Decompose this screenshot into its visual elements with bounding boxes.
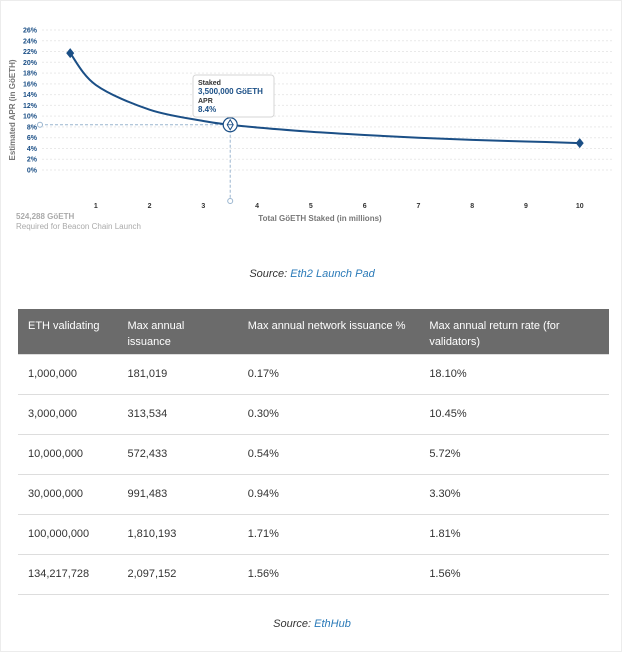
issuance-table: ETH validating Max annual issuance Max a… [18, 309, 609, 595]
table-row: 100,000,000 1,810,193 1.71% 1.81% [18, 514, 609, 555]
apr-curve-line [69, 52, 580, 145]
cell-network-issuance-pct: 0.54% [237, 434, 420, 475]
cell-max-issuance: 991,483 [117, 474, 238, 515]
chart-grid [42, 29, 612, 171]
y-tick-label: 24% [23, 38, 38, 45]
cell-network-issuance-pct: 0.30% [237, 394, 420, 435]
y-axis-title: Estimated APR (in GöETH) [8, 59, 17, 160]
apr-chart: 0% 2% 4% 6% 8% 10% 12% 14% 16% 18% 20% 22% 24% 26% 1 2… [0, 0, 624, 240]
launch-threshold-note: Required for Beacon Chain Launch [16, 222, 141, 231]
cell-network-issuance-pct: 0.94% [237, 474, 420, 515]
table-body: 1,000,000 181,019 0.17% 18.10% 3,000,000… [18, 353, 609, 595]
y-tick-label: 20% [23, 60, 38, 67]
x-tick-label: 10 [576, 203, 584, 210]
cell-network-issuance-pct: 1.56% [237, 554, 420, 595]
y-tick-label: 8% [27, 124, 38, 131]
x-tick-label: 3 [201, 203, 205, 210]
cell-return-rate: 3.30% [419, 474, 609, 515]
table-source-prefix: Source: [273, 618, 315, 630]
table-header-row: ETH validating Max annual issuance Max a… [18, 309, 609, 354]
header-network-issuance-pct: Max annual network issuance % [237, 309, 420, 354]
highlight-marker[interactable] [222, 117, 238, 133]
y-tick-label: 14% [23, 92, 38, 99]
table-header: ETH validating Max annual issuance Max a… [18, 309, 609, 354]
cell-max-issuance: 313,534 [117, 394, 238, 435]
cell-network-issuance-pct: 1.71% [237, 514, 420, 555]
x-tick-label: 9 [524, 203, 528, 210]
table-row: 10,000,000 572,433 0.54% 5.72% [18, 434, 609, 475]
table-source-caption: Source: EthHub [0, 618, 624, 630]
table-row: 1,000,000 181,019 0.17% 18.10% [18, 353, 609, 395]
eth2-launchpad-link[interactable]: Eth2 Launch Pad [290, 268, 375, 280]
header-eth-validating: ETH validating [18, 309, 118, 354]
table-row: 3,000,000 313,534 0.30% 10.45% [18, 394, 609, 435]
x-tick-label: 7 [416, 203, 420, 210]
y-tick-label: 12% [23, 103, 38, 110]
cell-eth-validating: 1,000,000 [18, 353, 118, 395]
x-tick-label: 1 [94, 203, 98, 210]
y-tick-label: 0% [27, 168, 38, 175]
tooltip-staked-label: Staked [198, 80, 221, 87]
y-tick-label: 22% [23, 49, 38, 56]
x-tick-label: 2 [148, 203, 152, 210]
x-guide-dot [227, 198, 234, 204]
y-tick-label: 16% [23, 81, 38, 88]
issuance-table-wrap: ETH validating Max annual issuance Max a… [18, 309, 609, 595]
cell-eth-validating: 3,000,000 [18, 394, 118, 435]
y-tick-labels: 0% 2% 4% 6% 8% 10% 12% 14% 16% 18% 20% 22% 24% 26% [23, 28, 38, 175]
cell-network-issuance-pct: 0.17% [237, 353, 420, 395]
cell-max-issuance: 181,019 [117, 353, 238, 395]
x-axis-title: Total GöETH Staked (in millions) [258, 214, 382, 223]
cell-return-rate: 18.10% [419, 353, 609, 395]
header-return-rate: Max annual return rate (for validators) [419, 309, 609, 354]
table-row: 134,217,728 2,097,152 1.56% 1.56% [18, 554, 609, 595]
highlight-guides [37, 119, 234, 204]
tooltip-box [192, 74, 275, 118]
curve-end-point [575, 138, 584, 149]
cell-return-rate: 5.72% [419, 434, 609, 475]
cell-max-issuance: 1,810,193 [117, 514, 238, 555]
cell-max-issuance: 2,097,152 [117, 554, 238, 595]
tooltip-apr-value: 8.4% [198, 105, 216, 114]
x-tick-label: 6 [363, 203, 367, 210]
launch-threshold-value: 524,288 GöETH [16, 212, 74, 221]
y-guide-dot [37, 121, 43, 128]
chart-source-caption: Source: Eth2 Launch Pad [0, 268, 624, 280]
cell-eth-validating: 10,000,000 [18, 434, 118, 475]
tooltip-staked-value: 3,500,000 GöETH [198, 87, 263, 96]
ethhub-link[interactable]: EthHub [314, 618, 351, 630]
chart-tooltip: Staked 3,500,000 GöETH APR 8.4% [192, 74, 275, 118]
x-tick-label: 8 [470, 203, 474, 210]
y-tick-label: 6% [27, 135, 38, 142]
cell-return-rate: 1.81% [419, 514, 609, 555]
cell-max-issuance: 572,433 [117, 434, 238, 475]
y-tick-label: 4% [27, 146, 38, 153]
x-tick-label: 4 [255, 203, 259, 210]
header-max-annual-issuance: Max annual issuance [117, 309, 238, 354]
eth-diamond-icon [226, 118, 234, 131]
y-tick-label: 18% [23, 71, 38, 78]
cell-return-rate: 1.56% [419, 554, 609, 595]
apr-chart-svg: 0% 2% 4% 6% 8% 10% 12% 14% 16% 18% 20% 22% 24% 26% 1 2… [8, 28, 612, 231]
curve-start-point [66, 48, 75, 59]
cell-eth-validating: 100,000,000 [18, 514, 118, 555]
chart-source-prefix: Source: [249, 268, 291, 280]
tooltip-apr-label: APR [198, 98, 213, 105]
y-tick-label: 26% [23, 28, 38, 35]
y-tick-label: 2% [27, 157, 38, 164]
cell-return-rate: 10.45% [419, 394, 609, 435]
table-row: 30,000,000 991,483 0.94% 3.30% [18, 474, 609, 515]
x-tick-labels: 1 2 3 4 5 6 7 8 9 10 [94, 203, 584, 210]
x-tick-label: 5 [309, 203, 313, 210]
cell-eth-validating: 134,217,728 [18, 554, 118, 595]
curve-endpoints [66, 48, 584, 149]
cell-eth-validating: 30,000,000 [18, 474, 118, 515]
y-tick-label: 10% [23, 114, 38, 121]
